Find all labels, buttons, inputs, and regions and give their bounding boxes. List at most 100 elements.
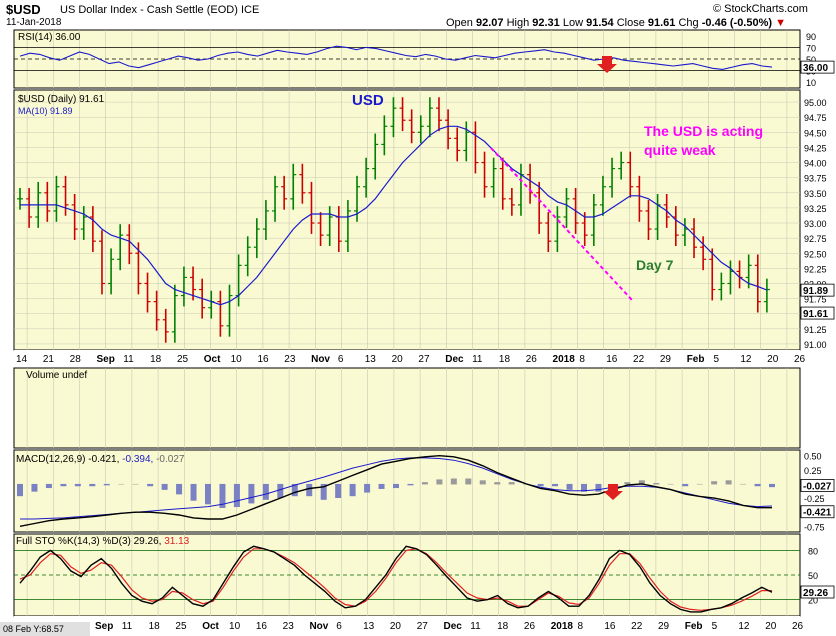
price-tick-label: 94.75 bbox=[804, 113, 827, 123]
stochastic-x-tick-label: 20 bbox=[390, 621, 402, 632]
price-x-tick-label: Nov bbox=[311, 354, 330, 365]
macd-histogram-bar bbox=[711, 481, 718, 485]
stochastic-x-tick-label: 18 bbox=[149, 621, 161, 632]
macd-histogram-bar bbox=[45, 483, 52, 489]
stochastic-x-tick-label: 12 bbox=[738, 621, 750, 632]
price-x-tick-label: 11 bbox=[123, 354, 134, 365]
macd-histogram-bar bbox=[667, 483, 674, 485]
macd-histogram-bar bbox=[74, 483, 81, 487]
volume-label: Volume undef bbox=[26, 370, 87, 381]
price-tick-label: 93.50 bbox=[804, 189, 827, 199]
price-x-tick-label: 10 bbox=[231, 354, 243, 365]
macd-last-value-box bbox=[800, 505, 835, 519]
macd-histogram-bar bbox=[364, 483, 371, 493]
price-x-tick-label: 8 bbox=[579, 354, 585, 365]
stochastic-x-tick-label: 20 bbox=[765, 621, 777, 632]
price-x-tick-label: 16 bbox=[606, 354, 618, 365]
price-x-tick-label: 18 bbox=[499, 354, 511, 365]
rsi-line bbox=[19, 45, 773, 70]
macd-signal-value: -0.394, bbox=[122, 454, 156, 465]
price-tick-label: 93.00 bbox=[804, 219, 827, 229]
macd-histogram-bar bbox=[595, 483, 602, 492]
stockcharts-logo: © StockCharts.com bbox=[713, 3, 808, 15]
macd-histogram-bar bbox=[277, 483, 284, 499]
price-x-tick-label: Oct bbox=[204, 354, 221, 365]
stochastic-k-line bbox=[19, 545, 773, 613]
price-tick-label: 94.25 bbox=[804, 143, 827, 153]
open-label: Open bbox=[446, 17, 473, 29]
macd-histogram-bar bbox=[682, 483, 689, 487]
macd-histogram-bar bbox=[190, 483, 197, 501]
price-x-tick-label: 2018 bbox=[553, 354, 576, 365]
macd-histogram-bar bbox=[335, 483, 342, 499]
rsi-last-value-box bbox=[800, 60, 835, 74]
rsi-tick-label: 90 bbox=[806, 32, 816, 42]
macd-histogram-bar bbox=[291, 483, 298, 497]
price-x-tick-label: Sep bbox=[96, 354, 114, 365]
comment-line-1: The USD is acting bbox=[644, 123, 763, 139]
macd-hist-value: -0.027 bbox=[156, 454, 185, 465]
ma-last-value: 91.89 bbox=[803, 286, 828, 297]
stochastic-x-tick-label: 16 bbox=[256, 621, 268, 632]
macd-histogram-bar bbox=[118, 483, 125, 485]
close-label: Close bbox=[616, 17, 645, 29]
macd-hist-last-value: -0.027 bbox=[803, 481, 832, 492]
macd-histogram-bar bbox=[248, 483, 255, 504]
price-x-tick-label: 29 bbox=[660, 354, 672, 365]
chg-down-icon: ▼ bbox=[775, 17, 786, 29]
macd-histogram-bar bbox=[132, 483, 139, 485]
price-tick-label: 94.50 bbox=[804, 128, 827, 138]
macd-tick-label: -0.25 bbox=[804, 494, 825, 504]
stochastic-x-tick-label: 5 bbox=[712, 621, 718, 632]
stochastic-x-tick-label: Nov bbox=[309, 621, 328, 632]
macd-value: -0.421, bbox=[88, 454, 122, 465]
price-tick-label: 93.75 bbox=[804, 174, 827, 184]
instrument-description: US Dollar Index - Cash Settle (EOD) ICE bbox=[60, 4, 260, 16]
day-count-label: Day 7 bbox=[636, 257, 674, 273]
stochastic-x-tick-label: 11 bbox=[470, 621, 481, 632]
macd-histogram-bar bbox=[393, 483, 399, 489]
macd-name: MACD(12,26,9) bbox=[16, 454, 88, 465]
price-x-tick-label: 5 bbox=[714, 354, 720, 365]
stochastic-last-value: 29.26 bbox=[803, 588, 828, 599]
stochastic-k-value: 29.26, bbox=[134, 536, 165, 547]
macd-histogram-bar bbox=[581, 483, 587, 492]
macd-histogram-bar bbox=[89, 483, 96, 487]
price-x-tick-label: 26 bbox=[794, 354, 806, 365]
macd-histogram-bar bbox=[740, 483, 747, 485]
macd-line bbox=[19, 454, 772, 527]
stochastic-x-tick-label: 13 bbox=[363, 621, 375, 632]
volume-panel: Volume undef bbox=[13, 367, 801, 449]
macd-histogram-bar bbox=[17, 483, 23, 497]
rsi-tick-label: 50 bbox=[806, 55, 816, 65]
chart-header: $USD US Dollar Index - Cash Settle (EOD)… bbox=[0, 0, 836, 30]
macd-histogram-bar bbox=[479, 480, 486, 485]
stochastic-x-tick-label: 8 bbox=[578, 621, 584, 632]
stochastic-x-tick-label: 29 bbox=[658, 621, 670, 632]
annotations-layer: USD The USD is acting quite weak Day 7 bbox=[352, 56, 763, 500]
price-x-tick-label: Feb bbox=[687, 354, 705, 365]
macd-histogram-bar bbox=[161, 483, 168, 490]
price-x-tick-label: 16 bbox=[257, 354, 269, 365]
chart-title-annotation: USD bbox=[352, 92, 384, 109]
low-value: 91.54 bbox=[586, 17, 614, 29]
stochastic-x-tick-label: 18 bbox=[497, 621, 509, 632]
macd-label: MACD(12,26,9) -0.421, -0.394, -0.027 bbox=[16, 454, 185, 465]
ticker-symbol: $USD bbox=[6, 2, 41, 17]
stochastic-name: Full STO %K(14,3) %D(3) bbox=[16, 536, 134, 547]
rsi-tick-label: 10 bbox=[806, 78, 816, 88]
stochastic-tick-label: 50 bbox=[808, 571, 818, 581]
macd-histogram-bar bbox=[147, 483, 154, 487]
macd-histogram-bar bbox=[465, 478, 472, 485]
price-tick-label: 92.50 bbox=[804, 249, 827, 259]
macd-histogram-bar bbox=[725, 480, 732, 485]
stochastic-x-tick-label: 26 bbox=[524, 621, 536, 632]
price-last-value: 91.61 bbox=[803, 309, 828, 320]
macd-tick-label: -0.75 bbox=[804, 522, 825, 532]
stochastic-x-tick-label: 25 bbox=[175, 621, 187, 632]
price-tick-label: 92.25 bbox=[804, 264, 827, 274]
macd-histogram-bar bbox=[262, 483, 269, 500]
stochastic-x-tick-label: 27 bbox=[417, 621, 429, 632]
macd-histogram-bar bbox=[508, 482, 515, 485]
price-x-tick-label: 26 bbox=[526, 354, 538, 365]
